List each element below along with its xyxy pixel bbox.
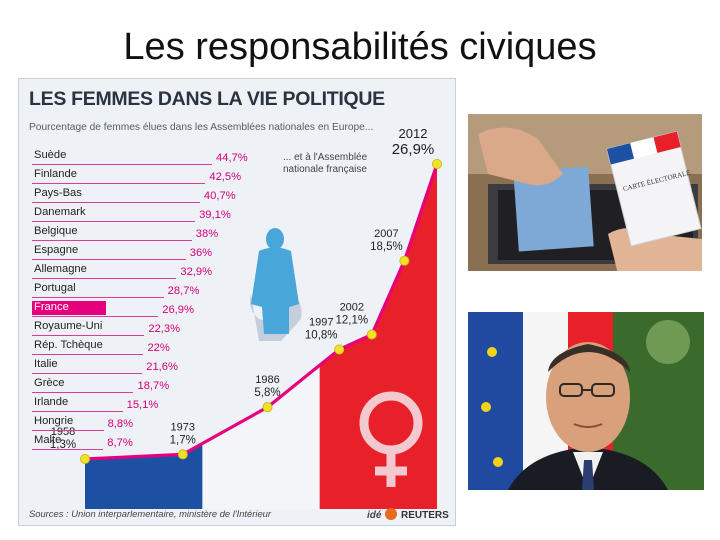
value-label-rep-tcheque: 22% <box>147 342 170 354</box>
trend-point-2007 <box>399 255 410 266</box>
agency-credit: idé REUTERS <box>367 508 449 521</box>
country-label-suede: Suède <box>34 149 67 161</box>
trend-value-1958: 1,3% <box>50 439 76 451</box>
bar-portugal <box>32 297 164 298</box>
country-label-allemagne: Allemagne <box>34 263 87 275</box>
trend-point-1997 <box>334 344 345 355</box>
trend-point-1986 <box>262 402 273 413</box>
value-label-finlande: 42,5% <box>209 171 242 183</box>
infographic-title: LES FEMMES DANS LA VIE POLITIQUE <box>29 88 385 110</box>
country-label-pays-bas: Pays-Bas <box>34 187 82 199</box>
value-label-espagne: 36% <box>189 247 213 259</box>
trend-value-2007: 18,5% <box>370 241 403 253</box>
country-label-finlande: Finlande <box>34 168 77 180</box>
reuters-logo-text: REUTERS <box>401 510 449 521</box>
value-label-irlande: 15,1% <box>126 399 159 411</box>
slide-title: Les responsabilités civiques <box>123 26 597 68</box>
country-label-irlande: Irlande <box>34 396 69 408</box>
bar-grece <box>32 392 134 393</box>
trend-value-1986: 5,8% <box>254 387 280 399</box>
trend-point-2002 <box>366 329 377 340</box>
bar-allemagne <box>32 278 177 279</box>
value-label-royaume-uni: 22,3% <box>148 323 181 335</box>
value-label-suede: 44,7% <box>216 152 248 164</box>
trend-year-2002: 2002 <box>340 302 364 314</box>
voting-ballot-photo: CARTE ÉLECTORALE <box>468 114 702 271</box>
bar-italie <box>32 373 143 374</box>
woman-head-icon <box>266 228 284 250</box>
country-label-grece: Grèce <box>34 377 65 389</box>
bar-pays-bas <box>32 202 200 203</box>
trend-value-2012: 26,9% <box>392 141 435 158</box>
trend-year-2012: 2012 <box>399 126 428 141</box>
trend-year-1973: 1973 <box>171 421 195 433</box>
value-label-hongrie: 8,8% <box>107 418 134 430</box>
value-label-pays-bas: 40,7% <box>203 190 236 202</box>
country-label-espagne: Espagne <box>34 244 79 256</box>
value-label-malte: 8,7% <box>107 437 133 449</box>
bar-france-highlight <box>32 301 107 315</box>
trend-value-1973: 1,7% <box>170 434 196 446</box>
country-label-belgique: Belgique <box>34 225 78 237</box>
country-label-hongrie: Hongrie <box>34 415 74 427</box>
woman-silhouette-icon <box>251 247 299 334</box>
ide-logo-text: idé <box>367 510 382 521</box>
country-label-portugal: Portugal <box>34 282 76 294</box>
bar-france <box>32 316 159 317</box>
value-label-danemark: 39,1% <box>199 209 231 221</box>
bar-finlande <box>32 183 206 184</box>
value-label-grece: 18,7% <box>137 380 170 392</box>
country-label-france: France <box>34 301 69 313</box>
trend-year-1958: 1958 <box>51 426 75 438</box>
trend-year-1986: 1986 <box>255 374 279 386</box>
country-label-rep-tcheque: Rép. Tchèque <box>34 339 103 351</box>
women-in-politics-infographic: 1958 1,3% 1973 1,7% 1986 5,8% 1997 10,8% 2002 12,… <box>18 78 456 526</box>
bar-irlande <box>32 411 123 412</box>
bar-malte <box>32 449 104 450</box>
bar-royaume-uni <box>32 335 145 336</box>
country-label-royaume-uni: Royaume-Uni <box>34 320 103 332</box>
bar-belgique <box>32 240 192 241</box>
bar-suede <box>32 164 212 165</box>
value-label-italie: 21,6% <box>146 361 178 373</box>
bar-espagne <box>32 259 186 260</box>
bar-danemark <box>32 221 196 222</box>
bar-hongrie <box>32 430 104 431</box>
country-label-danemark: Danemark <box>34 206 86 218</box>
value-label-france: 26,9% <box>162 304 194 316</box>
trend-point-1958 <box>80 454 91 465</box>
value-label-portugal: 28,7% <box>167 285 200 297</box>
country-label-italie: Italie <box>34 358 58 370</box>
trend-value-2002: 12,1% <box>336 315 369 327</box>
trend-year-1997: 1997 <box>309 317 333 329</box>
country-label-malte: Malte <box>34 434 62 446</box>
trend-year-2007: 2007 <box>374 228 398 240</box>
france-assembly-note: ... et à l'Assemblée nationale française <box>283 152 368 175</box>
sources-text: Sources : Union interparlementaire, mini… <box>29 508 272 519</box>
trend-value-1997: 10,8% <box>305 330 338 342</box>
infographic-subtitle: Pourcentage de femmes élues dans les Ass… <box>29 122 374 133</box>
trend-point-2012 <box>431 159 442 170</box>
reuters-logo-icon <box>385 508 398 520</box>
bar-rep-tcheque <box>32 354 144 355</box>
value-label-allemagne: 32,9% <box>180 266 213 278</box>
president-portrait-photo <box>468 312 704 490</box>
value-label-belgique: 38% <box>195 228 219 240</box>
trend-point-1973 <box>177 449 188 460</box>
